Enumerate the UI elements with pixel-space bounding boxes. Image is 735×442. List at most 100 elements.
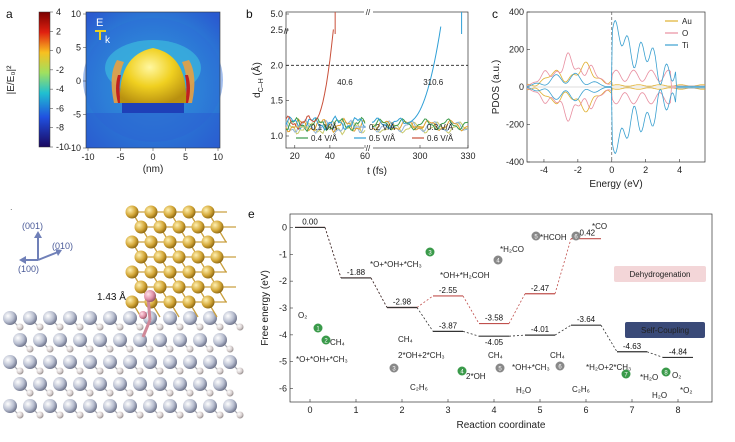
au-atom (134, 220, 148, 234)
connector (416, 307, 434, 332)
y-tick-label: 2.5 (270, 25, 283, 35)
x-tick-label: 0 (150, 152, 155, 162)
au-atom (182, 265, 196, 279)
connector (370, 277, 388, 308)
o-atom (56, 411, 64, 419)
au-atom (191, 280, 205, 294)
au-atom (201, 205, 215, 219)
au-atom (153, 280, 167, 294)
ti-atom (33, 377, 47, 391)
ti-atom (203, 311, 217, 325)
legend-label: 0.5 V/Å (369, 134, 396, 143)
axis-break-bottom (364, 145, 373, 151)
o-atom (36, 367, 44, 375)
step-number: 8 (664, 371, 668, 377)
ti-atom (123, 311, 137, 325)
axis-break-mark-left: // (284, 27, 289, 36)
series-au-up (526, 61, 706, 87)
step-number: 6 (558, 365, 562, 371)
au-atom (210, 250, 224, 264)
y-tick-label: 400 (509, 7, 524, 17)
o-atom (156, 411, 164, 419)
ti-atom (223, 311, 237, 325)
au-atom (134, 250, 148, 264)
species-label: *CO (592, 222, 607, 231)
step-number: 1 (316, 327, 320, 333)
species-label: *O₂ (680, 386, 692, 395)
crystal-axes (19, 231, 62, 264)
x-tick-label: 6 (583, 405, 588, 415)
o-atom (146, 345, 154, 353)
ti-atom (173, 333, 187, 347)
au-atom (153, 250, 167, 264)
y-tick-label: -2 (279, 276, 287, 286)
ti-atom (223, 355, 237, 369)
o-atom (96, 367, 104, 375)
panel-b-frame (285, 11, 469, 149)
o-atom (206, 389, 214, 397)
o-atom (106, 345, 114, 353)
x-tick-label: 4 (677, 165, 682, 175)
species-label: H₂O (652, 391, 667, 400)
ti-atom (43, 355, 57, 369)
dehydrogenation-label: Dehydrogenation (630, 270, 691, 279)
o-atom (76, 411, 84, 419)
colorbar-tick-label: 4 (56, 7, 61, 17)
o-atom (116, 411, 124, 419)
x-tick-label: -2 (574, 165, 582, 175)
o-atom (196, 411, 204, 419)
y-tick-label: 1.0 (270, 131, 283, 141)
ti-atom (13, 377, 27, 391)
au-atom (182, 235, 196, 249)
o-atom (136, 323, 144, 331)
self-coupling-label: Self-Coupling (641, 326, 689, 335)
o-atom (206, 345, 214, 353)
ti-atom (63, 399, 77, 413)
ti-atom (13, 333, 27, 347)
level-label: -2.47 (531, 284, 550, 293)
x-tick-label: 2 (399, 405, 404, 415)
y-tick-label: -400 (506, 157, 524, 167)
ti-atom (73, 333, 87, 347)
x-tick-label: 300 (412, 151, 427, 161)
species-label: *H₂CO (500, 245, 524, 254)
field-map-x-ticks: -10 -5 0 5 10 (81, 148, 223, 162)
o-atom (176, 367, 184, 375)
au-atom (182, 295, 196, 309)
level-label: -2.98 (393, 297, 412, 306)
step-number: 4 (496, 259, 500, 265)
ti-atom (143, 399, 157, 413)
y-tick-label: 200 (509, 45, 524, 55)
colorbar-ticks: 4 2 0 -2 -4 -6 -8 -10 (50, 7, 69, 152)
o-atom (216, 411, 224, 419)
step-marker (321, 335, 331, 345)
legend-label: Ti (682, 41, 689, 50)
species-label: H₂O (516, 386, 531, 395)
o-atom (66, 389, 74, 397)
species-label: *O+*OH+*CH₃ (296, 355, 348, 364)
annotation-40.6: 40.6 (337, 78, 353, 87)
y-tick-label: 0 (282, 222, 287, 232)
colorbar (38, 11, 51, 148)
species-label: CH₄ (488, 351, 503, 360)
legend-label: 0.6 V/Å (427, 134, 454, 143)
panel-label-e: e (248, 207, 255, 221)
y-tick-label: -6 (279, 384, 287, 394)
au-atom (191, 220, 205, 234)
o-atom (186, 389, 194, 397)
o-atom (76, 367, 84, 375)
colorbar-tick-label: -10 (56, 142, 69, 152)
ti-atom (203, 355, 217, 369)
legend-label: O (682, 29, 688, 38)
y-tick-label: -5 (73, 110, 81, 120)
ti-atom (53, 377, 67, 391)
step-marker (531, 231, 541, 241)
level-label: 0.00 (302, 217, 318, 226)
ti-atom (113, 377, 127, 391)
y-tick-label: 2.0 (270, 60, 283, 70)
step-marker (313, 323, 323, 333)
ti-atom (153, 333, 167, 347)
species-label: *OH+*H₂COH (440, 271, 490, 280)
o-atom (136, 411, 144, 419)
panel-label-b: b (246, 7, 253, 21)
